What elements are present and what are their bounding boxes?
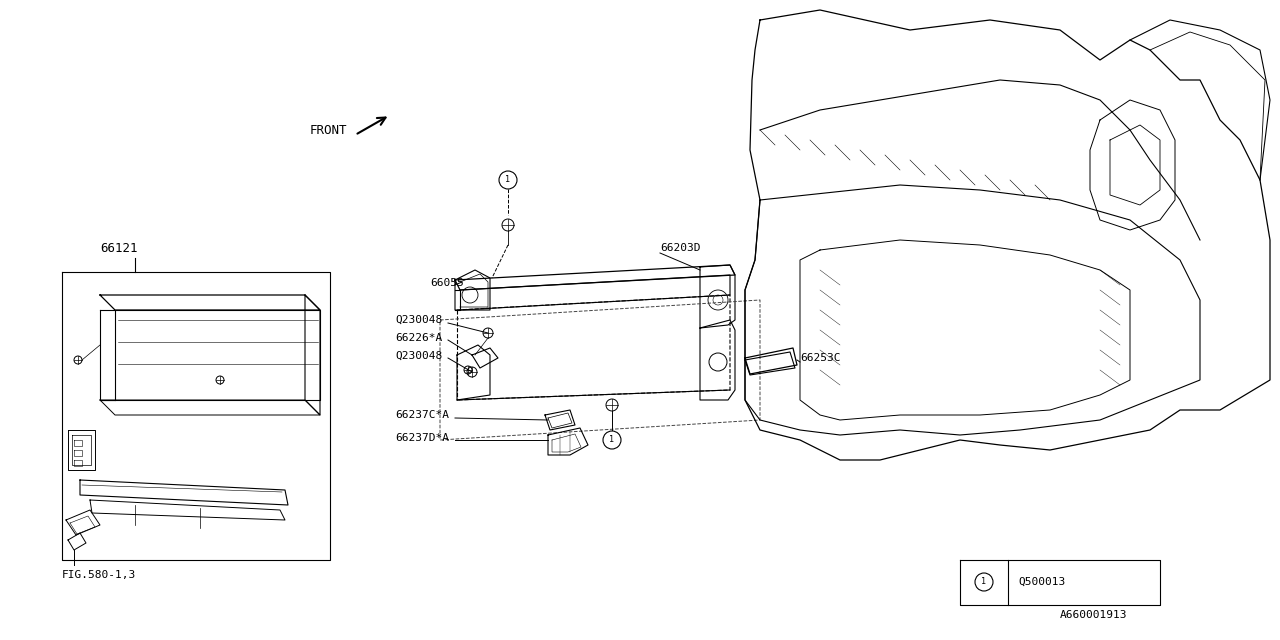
- Text: Q230048: Q230048: [396, 351, 443, 361]
- Text: 66055: 66055: [430, 278, 463, 288]
- Text: 66121: 66121: [100, 241, 137, 255]
- Text: Q500013: Q500013: [1018, 577, 1065, 587]
- Text: Q230048: Q230048: [396, 315, 443, 325]
- Text: 66253C: 66253C: [800, 353, 841, 363]
- Text: FIG.580-1,3: FIG.580-1,3: [61, 570, 136, 580]
- Text: 66237C*A: 66237C*A: [396, 410, 449, 420]
- Text: 1: 1: [506, 175, 511, 184]
- Text: 1: 1: [609, 435, 614, 445]
- Text: FRONT: FRONT: [310, 124, 347, 136]
- Text: 66226*A: 66226*A: [396, 333, 443, 343]
- Text: A660001913: A660001913: [1060, 610, 1128, 620]
- Text: 66203D: 66203D: [660, 243, 700, 253]
- Text: 66237D*A: 66237D*A: [396, 433, 449, 443]
- Text: 1: 1: [982, 577, 987, 586]
